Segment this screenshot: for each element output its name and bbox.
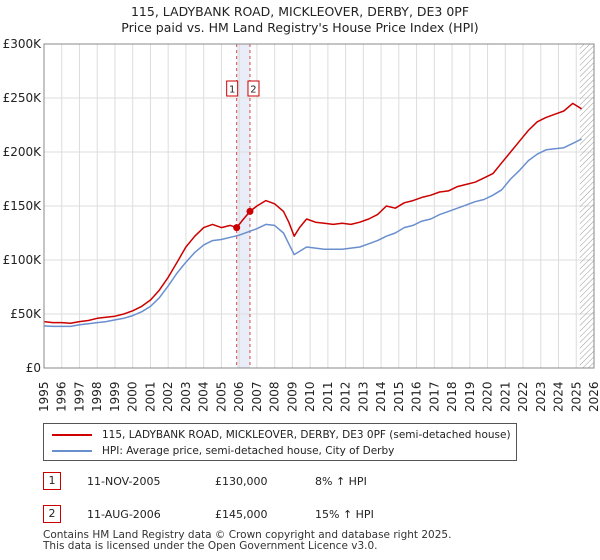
y-tick-label: £150K: [3, 199, 43, 213]
footer-line-2: This data is licensed under the Open Gov…: [43, 540, 378, 552]
x-tick-label: 2018: [445, 381, 459, 412]
x-tick-label: 2013: [356, 381, 370, 412]
sale-label-box: [226, 80, 239, 97]
x-tick-label: 2017: [427, 381, 441, 412]
x-tick-label: 1999: [108, 381, 122, 412]
transaction-hpi: 8% ↑ HPI: [315, 475, 367, 488]
y-tick-label: £300K: [3, 37, 43, 51]
x-tick-label: 2002: [161, 381, 175, 412]
x-tick-label: 2004: [197, 381, 211, 412]
chart-title: 115, LADYBANK ROAD, MICKLEOVER, DERBY, D…: [0, 4, 600, 36]
transaction-price: £145,000: [215, 508, 268, 521]
transaction-date: 11-AUG-2006: [87, 508, 161, 521]
x-tick-label: 2011: [321, 381, 335, 412]
legend-label-hpi: HPI: Average price, semi-detached house,…: [102, 445, 395, 457]
x-tick-label: 2014: [374, 381, 388, 412]
sale-point: [233, 224, 241, 232]
x-tick-label: 2019: [463, 381, 477, 412]
x-tick-label: 2016: [410, 381, 424, 412]
property-price-line: [43, 102, 582, 324]
y-tick-label: £200K: [3, 145, 43, 159]
x-tick-label: 2021: [498, 381, 512, 412]
transaction-date: 11-NOV-2005: [87, 475, 161, 488]
transaction-price: £130,000: [215, 475, 268, 488]
title-line-2: Price paid vs. HM Land Registry's House …: [121, 20, 479, 35]
x-tick-label: 1997: [72, 381, 86, 412]
hpi-line: [43, 138, 582, 328]
x-tick-label: 2001: [143, 381, 157, 412]
title-line-1: 115, LADYBANK ROAD, MICKLEOVER, DERBY, D…: [130, 4, 470, 19]
x-tick-label: 2006: [232, 381, 246, 412]
footer-line-1: Contains HM Land Registry data © Crown c…: [43, 529, 452, 541]
transaction-hpi: 15% ↑ HPI: [315, 508, 374, 521]
y-tick-label: £50K: [10, 307, 42, 321]
x-tick-label: 2012: [339, 381, 353, 412]
x-tick-label: 2022: [516, 381, 530, 412]
x-tick-label: 2026: [587, 381, 600, 412]
transaction-number: 2: [43, 505, 61, 523]
x-tick-label: 1995: [37, 381, 51, 412]
x-tick-label: 2024: [552, 381, 566, 412]
sale-point: [246, 207, 254, 215]
legend-label-property: 115, LADYBANK ROAD, MICKLEOVER, DERBY, D…: [102, 429, 511, 441]
y-tick-label: £100K: [3, 253, 43, 267]
legend-swatch-hpi: [52, 450, 92, 452]
x-tick-label: 2003: [179, 381, 193, 412]
x-tick-label: 1996: [55, 381, 69, 412]
y-tick-label: £250K: [3, 91, 43, 105]
legend-swatch-property: [52, 434, 92, 436]
sale-label: 2: [250, 85, 256, 96]
x-tick-label: 2025: [569, 381, 583, 412]
legend: 115, LADYBANK ROAD, MICKLEOVER, DERBY, D…: [43, 423, 517, 461]
x-tick-label: 2000: [126, 381, 140, 412]
x-tick-label: 2015: [392, 381, 406, 412]
y-tick-label: £0: [26, 361, 41, 375]
x-tick-label: 2007: [250, 381, 264, 412]
sale-label: 1: [229, 85, 235, 96]
forecast-hatch: [579, 44, 594, 368]
x-tick-label: 1998: [90, 381, 104, 412]
footer: Contains HM Land Registry data © Crown c…: [43, 530, 451, 552]
x-tick-label: 2008: [268, 381, 282, 412]
plot-frame: [43, 43, 595, 369]
transaction-number: 1: [43, 472, 61, 490]
price-chart: 1 2 £0 £50K £100K £150K £200K £250K £300K 1995 19…: [3, 37, 600, 412]
x-tick-label: 2009: [285, 381, 299, 412]
x-tick-label: 2005: [214, 381, 228, 412]
x-tick-label: 2020: [481, 381, 495, 412]
sale-label-box: [247, 80, 260, 97]
x-tick-label: 2010: [303, 381, 317, 412]
x-tick-label: 2023: [534, 381, 548, 412]
